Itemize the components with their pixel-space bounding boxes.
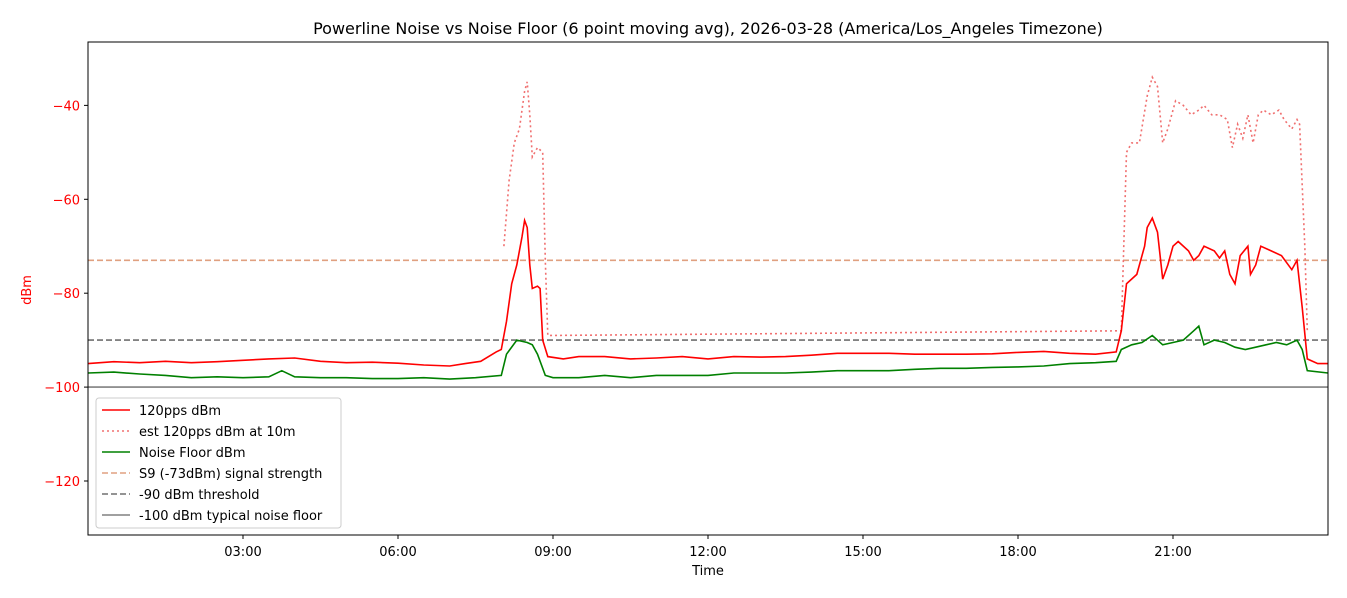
x-tick-label: 21:00 xyxy=(1154,545,1191,560)
x-tick-label: 09:00 xyxy=(534,545,571,560)
x-tick-label: 06:00 xyxy=(379,545,416,560)
series-line-1 xyxy=(503,75,1309,337)
legend-label: -90 dBm threshold xyxy=(139,488,260,503)
x-axis-label: Time xyxy=(691,564,724,579)
series-line-2 xyxy=(88,324,1328,380)
chart-title: Powerline Noise vs Noise Floor (6 point … xyxy=(313,19,1103,39)
x-tick-label: 12:00 xyxy=(689,545,726,560)
y-tick-label: −40 xyxy=(53,99,80,114)
x-tick-label: 15:00 xyxy=(844,545,881,560)
series-line-0 xyxy=(88,216,1328,367)
legend-label: est 120pps dBm at 10m xyxy=(139,425,296,440)
x-tick-label: 18:00 xyxy=(999,545,1036,560)
x-tick-label: 03:00 xyxy=(224,545,261,560)
axes: 03:00 06:00 09:00 12:00 15:00 18:00 21:00 −40 −6… xyxy=(44,41,1329,560)
legend: 120pps dBm est 120pps dBm at 10m Noise Flo… xyxy=(95,397,342,529)
legend-label: 120pps dBm xyxy=(139,404,221,419)
legend-label: S9 (-73dBm) signal strength xyxy=(139,467,322,482)
legend-box xyxy=(95,397,342,529)
y-tick-label: −120 xyxy=(44,475,80,490)
y-tick-label: −60 xyxy=(53,193,80,208)
plot-area xyxy=(88,75,1328,388)
y-axis-label: dBm xyxy=(20,275,35,305)
legend-label: Noise Floor dBm xyxy=(139,446,246,461)
legend-label: -100 dBm typical noise floor xyxy=(139,509,323,524)
y-tick-label: −100 xyxy=(44,381,80,396)
y-tick-label: −80 xyxy=(53,287,80,302)
